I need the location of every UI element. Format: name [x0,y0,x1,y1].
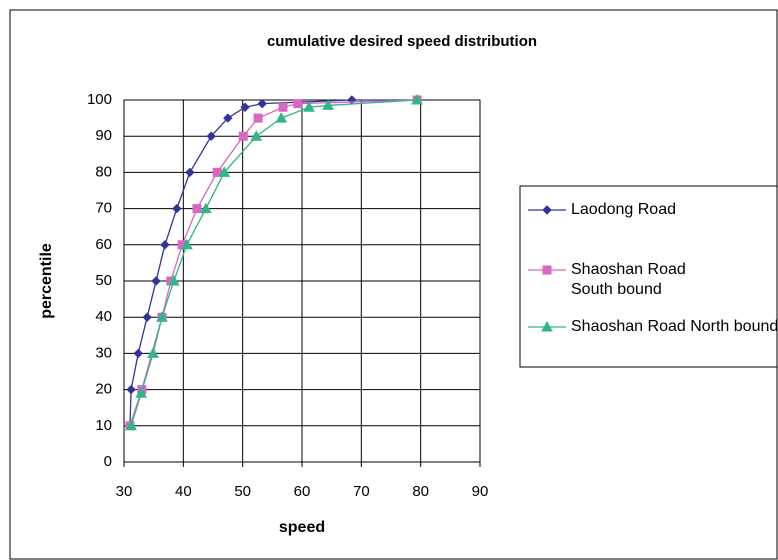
y-tick-label: 50 [95,272,112,289]
data-point [125,419,137,431]
x-tick-label: 50 [234,483,251,500]
data-point [223,113,233,123]
y-tick-label: 80 [95,163,112,180]
x-tick-label: 80 [412,483,429,500]
data-point [126,384,136,395]
data-point [167,274,180,286]
legend-label: Laodong Road [571,201,676,218]
y-tick-label: 90 [95,127,112,144]
legend-marker [542,205,552,215]
data-point [172,203,182,214]
data-point [200,202,212,214]
data-point [411,93,423,105]
x-tick-label: 70 [353,483,370,500]
x-tick-label: 90 [472,483,489,500]
data-point [151,276,161,286]
legend-label: Shaoshan Road North bound [571,318,778,335]
y-tick-label: 60 [95,236,112,253]
legend-label: Shaoshan Road South bound [571,261,686,298]
data-point [238,131,248,141]
legend-marker [541,320,553,332]
legend-box [519,185,778,368]
y-tick-label: 70 [95,200,112,217]
x-axis-label: speed [279,519,325,536]
data-point [253,113,263,123]
data-point [206,131,216,141]
data-point [181,238,193,250]
data-point [322,99,334,110]
data-point [160,240,170,250]
y-tick-label: 40 [95,308,112,325]
data-point [293,99,303,109]
x-tick-label: 30 [116,483,133,500]
x-tick-label: 60 [294,483,311,500]
data-point [135,387,148,398]
data-point [275,112,288,123]
data-point [240,102,250,112]
data-point [257,98,267,109]
legend-marker [542,265,552,275]
data-point [147,347,159,358]
y-axis-label: percentile [38,243,55,319]
y-tick-label: 10 [95,417,112,434]
data-point [218,166,231,177]
y-tick-label: 20 [95,381,112,398]
data-point [303,101,315,112]
data-point [278,102,288,112]
y-tick-label: 0 [104,453,112,470]
y-tick-label: 100 [87,91,112,108]
chart-title: cumulative desired speed distribution [267,33,537,50]
x-tick-label: 40 [175,483,192,500]
data-point [133,348,143,359]
data-point [250,130,263,141]
data-point [142,312,152,322]
y-tick-label: 30 [95,344,112,361]
data-point [156,311,168,322]
data-point [185,167,195,178]
data-point [192,204,202,214]
